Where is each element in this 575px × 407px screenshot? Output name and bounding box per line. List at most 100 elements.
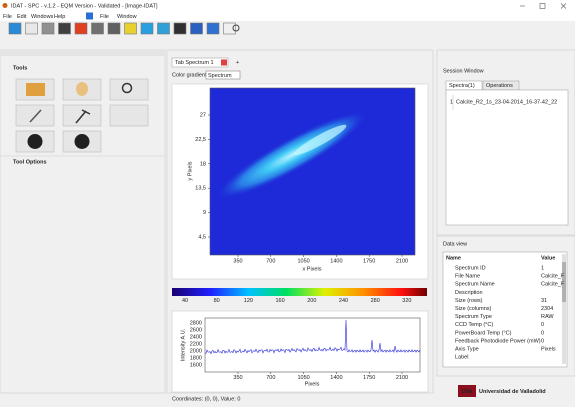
toolbar-button[interactable] [158,23,170,34]
tool-button[interactable] [110,105,148,126]
table-cell: RAW [541,314,554,320]
y-tick-label: 2400 [190,334,202,340]
x-tick-label: 1750 [363,375,375,381]
spectra-list [446,90,568,225]
table-cell: 31 [541,298,547,304]
x-tick-label: 1400 [330,258,342,264]
logo-mark-text: UVa [462,389,473,395]
y-tick-label: 2600 [190,327,202,333]
x-tick-label: 350 [233,375,242,381]
table-cell: Pixels [541,346,556,352]
menu-item[interactable]: Help [54,14,65,20]
tab-label[interactable]: Tab Spectrum 1 [175,60,214,66]
x-axis-label: Pixels [305,381,320,387]
y-tick-label: 1800 [190,355,202,361]
snr-button-label: SNR [29,139,41,145]
ray-icon-bg [26,83,45,96]
table-cell: 1 [541,265,544,271]
window-title: IDAT - SPC - v.1.2 - EQM Version - Valid… [11,3,158,9]
y-axis-label: Intensity A.U. [180,328,186,361]
session-tab-label[interactable]: Operations [486,83,513,89]
panel-header [0,50,165,56]
toolbar-button[interactable] [207,23,219,34]
colorbar-label: 80 [214,298,220,304]
toolbar-button[interactable] [108,23,120,34]
table-cell: File Name [455,274,480,280]
colorbar-label: 120 [244,298,253,304]
x-tick-label: 1050 [297,375,309,381]
table-cell: PowerBoard Temp (°C) [455,330,512,336]
tab-close[interactable] [221,60,227,66]
spectra-cell[interactable]: Calcite_R2_1s_23-04-2014_16-37-42_22 [456,99,557,105]
colorbar-label: 320 [402,298,411,304]
toolbar-button[interactable] [174,23,186,34]
y-tick-label: 9 [203,210,206,216]
3d-button-label: 3D [78,139,85,145]
tools-title: Tools [13,65,27,71]
table-cell: CCD Temp (°C) [455,322,493,328]
column-header: Name [446,255,461,261]
menu-item[interactable]: Edit [17,14,27,20]
toolbar-button[interactable] [42,23,54,34]
toolbar-button[interactable] [224,23,236,34]
x-axis-label: x Pixels [303,266,322,272]
spectrum-area [205,318,420,372]
table-cell: 0 [541,322,544,328]
x-tick-label: 2100 [396,375,408,381]
x-tick-label: 700 [266,258,275,264]
table-cell: Spectrum ID [455,265,486,271]
y-tick-label: 4,5 [198,234,206,240]
y-tick-label: 2200 [190,341,202,347]
gradient-label: Color gradient [172,72,207,78]
y-tick-label: 1600 [190,362,202,368]
y-tick-label: 2800 [190,320,202,326]
column-header: Value [541,255,555,261]
toolbar-button[interactable] [26,23,38,34]
colorbar [172,288,427,296]
hand-icon [76,82,88,96]
y-tick-label: 2000 [190,348,202,354]
left-panel [0,50,165,393]
spectra-cell[interactable]: 1 [450,99,453,105]
table-cell: Size (rows) [455,298,483,304]
table-cell: Calcite_F [541,282,565,288]
toolbar-button[interactable] [125,23,137,34]
menu-item[interactable]: Windows [31,14,54,20]
tool-options-title: Tool Options [13,159,47,165]
table-cell: Label [455,355,468,361]
colorbar-label: 40 [182,298,188,304]
menu-item[interactable]: File [3,14,12,20]
x-tick-label: 700 [266,375,275,381]
toolbar-button[interactable] [75,23,87,34]
toolbar-button[interactable] [9,23,21,34]
session-tab-label[interactable]: Spectra(1) [449,83,475,89]
x-tick-label: 1400 [330,375,342,381]
colorbar-label: 240 [339,298,348,304]
tool-button[interactable] [110,79,148,100]
menu-item[interactable]: File [100,14,109,20]
toolbar-button[interactable] [92,23,104,34]
menu-item[interactable]: Window [117,14,137,20]
y-tick-label: 27 [200,112,206,118]
y-tick-label: 18 [200,161,206,167]
logo-text: Universidad de Valladolid [479,389,546,395]
new-tab[interactable]: + [236,60,239,66]
page: {"window": {"title": "IDAT - SPC - v.1.2… [0,0,575,407]
colorbar-label: 280 [371,298,380,304]
data-view-title: Data view [443,241,467,247]
toolbar-button[interactable] [191,23,203,34]
app-window: IDAT - SPC - v.1.2 - EQM Version - Valid… [0,0,575,407]
table-cell: Calcite_F [541,274,565,280]
toolbar-button[interactable] [141,23,153,34]
help-icon [86,13,93,20]
table-cell: Spectrum Type [455,314,492,320]
y-tick-label: 22,5 [195,137,206,143]
gradient-value[interactable]: Spectrum [208,73,232,79]
table-cell: Axis Type [455,346,479,352]
x-tick-label: 350 [233,258,242,264]
x-tick-label: 2100 [396,258,408,264]
table-cell: 0 [541,330,544,336]
toolbar-button[interactable] [59,23,71,34]
colorbar-label: 160 [276,298,285,304]
table-cell: Spectrum Name [455,282,495,288]
